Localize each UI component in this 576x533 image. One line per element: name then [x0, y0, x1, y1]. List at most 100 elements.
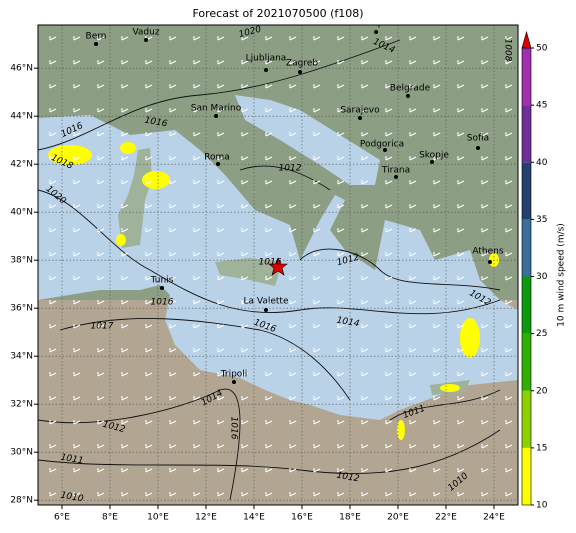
wind-barb	[265, 108, 273, 113]
wind-barb	[289, 180, 297, 185]
wind-barb	[97, 132, 105, 137]
wind-barb	[409, 300, 417, 305]
wind-barb	[145, 468, 153, 473]
wind-barb	[505, 36, 513, 41]
wind-barb	[73, 228, 81, 233]
wind-barb	[193, 444, 201, 449]
wind-barb	[361, 204, 369, 209]
wind-barb	[145, 228, 153, 233]
wind-barb	[265, 396, 273, 401]
wind-barb	[265, 156, 273, 161]
wind-barb	[121, 228, 129, 233]
colorbar-bin	[522, 390, 531, 448]
wind-barb	[97, 36, 105, 41]
wind-barb	[241, 84, 249, 89]
wind-barb	[217, 84, 225, 89]
wind-barb	[409, 108, 417, 113]
city-dot	[394, 175, 398, 179]
wind-barb	[73, 60, 81, 65]
wind-barb	[481, 180, 489, 185]
wind-barb	[193, 348, 201, 353]
wind-barb	[241, 204, 249, 209]
wind-barb	[409, 252, 417, 257]
city-dot	[216, 162, 220, 166]
wind-barb	[313, 276, 321, 281]
y-tick-label: 34°N	[10, 352, 33, 362]
city-dot	[374, 30, 378, 34]
wind-barb	[385, 156, 393, 161]
isobar-label: 1011	[60, 453, 84, 467]
isobar-label: 1008	[503, 39, 513, 62]
wind-barb	[385, 348, 393, 353]
wind-barb	[313, 252, 321, 257]
wind-barb	[169, 180, 177, 185]
wind-barb	[361, 492, 369, 497]
wind-barb	[169, 348, 177, 353]
colorbar-tick-label: 40	[536, 158, 548, 168]
wind-barb	[73, 396, 81, 401]
wind-barb	[265, 60, 273, 65]
wind-barb	[193, 468, 201, 473]
colorbar-bin	[522, 105, 531, 163]
x-tick-label: 6°E	[54, 513, 70, 523]
wind-barb	[145, 156, 153, 161]
wind-barb	[169, 396, 177, 401]
wind-barb	[409, 444, 417, 449]
wind-barb	[337, 60, 345, 65]
wind-barb	[409, 60, 417, 65]
wind-barb	[481, 60, 489, 65]
wind-barb	[169, 300, 177, 305]
wind-barb	[337, 468, 345, 473]
wind-barb	[313, 132, 321, 137]
city-label: Tirana	[381, 166, 410, 176]
wind-barb	[121, 444, 129, 449]
wind-barb	[457, 180, 465, 185]
wind-barb	[313, 36, 321, 41]
wind-barb	[505, 156, 513, 161]
wind-barb	[433, 420, 441, 425]
y-tick-label: 30°N	[10, 448, 33, 458]
wind-barb	[193, 204, 201, 209]
wind-barb	[121, 300, 129, 305]
wind-barb	[73, 180, 81, 185]
wind-barb	[505, 396, 513, 401]
colorbar-bin	[522, 48, 531, 106]
wind-barb	[121, 372, 129, 377]
wind-barb	[337, 204, 345, 209]
wind-barb	[121, 492, 129, 497]
wind-barb	[457, 36, 465, 41]
colorbar-tick-label: 15	[536, 443, 547, 453]
wind-barb	[241, 324, 249, 329]
isobar	[38, 39, 401, 151]
wind-barb	[145, 60, 153, 65]
wind-barb	[337, 372, 345, 377]
wind-barb	[409, 36, 417, 41]
wind-barb	[265, 492, 273, 497]
wind-barb	[241, 348, 249, 353]
y-tick-label: 32°N	[10, 400, 33, 410]
wind-barb	[481, 420, 489, 425]
corsica-sardinia	[118, 148, 152, 248]
city-dot	[358, 116, 362, 120]
wind-patch	[440, 384, 460, 392]
city-dot	[488, 260, 492, 264]
wind-barb	[505, 276, 513, 281]
wind-barb	[73, 372, 81, 377]
wind-barb	[193, 300, 201, 305]
wind-barb	[193, 396, 201, 401]
y-tick-label: 44°N	[10, 112, 33, 122]
wind-barb	[265, 468, 273, 473]
wind-barb	[433, 300, 441, 305]
wind-barb	[361, 180, 369, 185]
city-label: San Marino	[191, 104, 242, 114]
wind-barb	[145, 204, 153, 209]
wind-patch	[120, 142, 136, 154]
wind-barb	[97, 324, 105, 329]
wind-barb	[361, 84, 369, 89]
y-tick-label: 40°N	[10, 208, 33, 218]
wind-barb	[505, 204, 513, 209]
wind-barb	[193, 492, 201, 497]
wind-barb	[241, 396, 249, 401]
wind-barb	[217, 108, 225, 113]
wind-barb	[241, 108, 249, 113]
